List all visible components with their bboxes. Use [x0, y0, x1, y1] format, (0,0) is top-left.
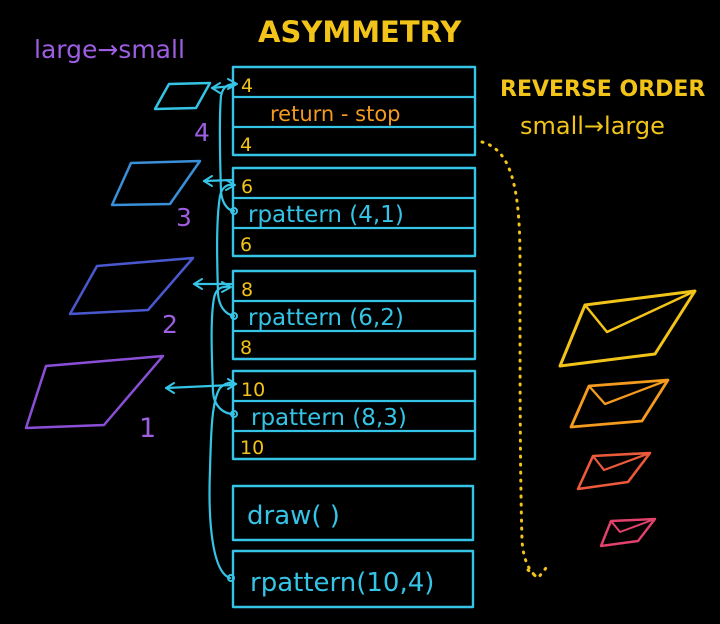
frame-4-top-value: 4 [241, 75, 253, 97]
left-parallelogram-1 [24, 354, 165, 430]
frame-3-call: rpattern (4,1) [248, 202, 404, 228]
level-number-3: 3 [176, 203, 192, 232]
left-parallelogram-4 [153, 81, 212, 111]
title: ASYMMETRY [258, 15, 462, 49]
frame-1-bottom-value: 10 [240, 437, 264, 459]
left-parallelogram-2 [68, 256, 195, 316]
left-heading: large→small [34, 35, 185, 64]
frame-2-call: rpattern (6,2) [248, 305, 404, 331]
frame-3-bottom-value: 6 [240, 234, 252, 256]
frame-4-bottom-value: 4 [240, 134, 252, 156]
draw-call-text: draw( ) [247, 501, 340, 531]
left-parallelogram-3 [110, 159, 202, 207]
left-level-numbers: 4 3 2 1 [139, 118, 210, 444]
left-shapes [24, 81, 212, 430]
frame-4-return-text: return - stop [270, 102, 401, 126]
right-envelope-1 [558, 289, 697, 368]
frame-1-top-value: 10 [241, 379, 265, 401]
right-envelope-2 [569, 378, 670, 429]
reverse-order-arrow [480, 140, 548, 581]
frame-3-top-value: 6 [241, 176, 253, 198]
right-envelope-4 [599, 517, 657, 548]
level-number-4: 4 [194, 118, 210, 147]
frame-1-call: rpattern (8,3) [251, 405, 407, 431]
shape-arrows [164, 82, 234, 394]
stack-frame-level-4: 4 return - stop 4 [231, 65, 477, 157]
base-call-frame: rpattern(10,4) [231, 549, 475, 609]
level-number-1: 1 [139, 413, 156, 444]
draw-call-frame: draw( ) [231, 484, 475, 542]
frame-2-top-value: 8 [241, 279, 253, 301]
right-shapes [558, 289, 697, 548]
right-envelope-3 [576, 451, 652, 491]
stack-frame-level-2: 8 rpattern (6,2) 8 [231, 269, 477, 361]
stack-frame-level-3: 6 rpattern (4,1) 6 [231, 166, 477, 258]
stack-frame-level-1: 10 rpattern (8,3) 10 [231, 369, 477, 461]
base-call-text: rpattern(10,4) [250, 568, 434, 598]
frame-2-bottom-value: 8 [240, 337, 252, 359]
right-heading-line1: REVERSE ORDER [500, 77, 705, 102]
level-number-2: 2 [162, 310, 178, 339]
right-heading-line2: small→large [520, 112, 665, 140]
